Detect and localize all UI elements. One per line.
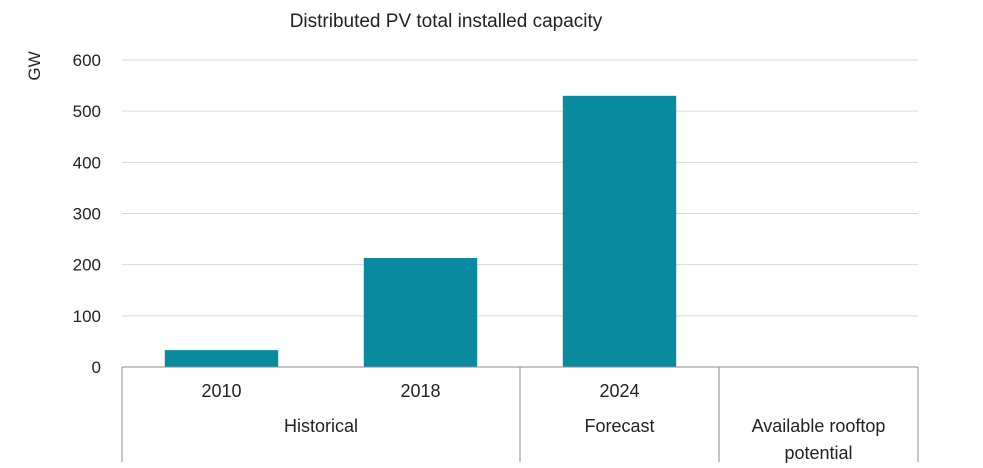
bars — [164, 95, 677, 368]
y-axis-label: GW — [25, 51, 44, 80]
y-axis-ticks: 0 100 200 300 400 500 600 — [73, 51, 101, 377]
x-axis: 2010 2018 2024 Historical Forecast Available … — [121, 366, 919, 463]
y-tick-label: 300 — [73, 205, 101, 224]
x-tick-label: 2024 — [599, 381, 639, 401]
bar-2024 — [562, 95, 677, 368]
y-tick-label: 600 — [73, 51, 101, 70]
group-label: Historical — [284, 416, 358, 436]
gridlines — [122, 59, 918, 317]
x-tick-label: 2010 — [201, 381, 241, 401]
y-tick-label: 500 — [73, 102, 101, 121]
group-label: Available rooftop — [752, 416, 886, 436]
y-tick-label: 100 — [73, 307, 101, 326]
y-tick-label: 200 — [73, 256, 101, 275]
y-tick-label: 0 — [92, 358, 101, 377]
chart-title: Distributed PV total installed capacity — [290, 11, 603, 32]
y-tick-label: 400 — [73, 153, 101, 172]
bar-2018 — [363, 258, 478, 367]
x-tick-label: 2018 — [400, 381, 440, 401]
group-label: potential — [784, 443, 852, 463]
bar-2010 — [164, 350, 279, 367]
group-label: Forecast — [584, 416, 654, 436]
